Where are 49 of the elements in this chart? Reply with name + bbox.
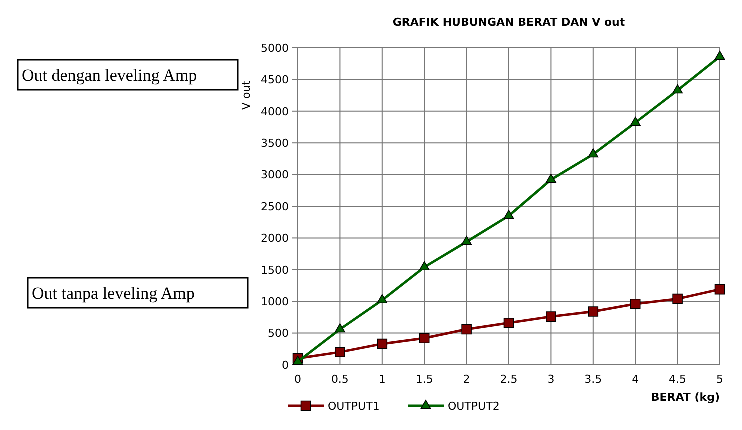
y-tick-label: 1500 [261,264,289,277]
x-tick-label: 5 [716,373,724,386]
point [419,261,430,271]
point [377,338,388,350]
point [672,84,684,94]
x-tick-label: 4 [632,373,640,386]
y-tick-label: 0 [282,358,289,372]
legend-label: OUTPUT2 [448,400,500,413]
y-tick-label: 500 [268,327,289,340]
x-tick-label: 2.5 [500,373,518,386]
y-tick-label: 1000 [261,295,289,308]
point [335,347,346,358]
x-tick-label: 3 [548,373,555,386]
point [672,294,683,304]
x-axis-title: BERAT (kg) [651,391,720,404]
x-tick-label: 4.5 [669,373,687,386]
point [504,318,514,328]
point [588,306,599,317]
y-tick-label: 3500 [261,136,289,150]
y-tick-label: 4500 [261,74,289,87]
legend-label: OUTPUT1 [328,400,380,413]
point [462,236,472,246]
point [588,148,599,158]
x-tick-label: 0 [294,373,302,386]
chart-title: GRAFIK HUBUNGAN BERAT DAN V out [392,16,626,29]
y-axis-title: V out [240,80,253,110]
text: Out dengan leveling Amp [22,66,198,85]
y-tick-label: 2500 [261,200,289,214]
point [714,50,726,60]
point [419,333,430,344]
x-tick-label: 3.5 [584,373,602,386]
x-tick-label: 1 [378,373,386,386]
x-tick-label: 0.5 [331,373,349,386]
point [546,174,556,184]
point [546,312,556,322]
point [504,210,514,220]
y-tick-label: 2000 [261,232,289,246]
x-tick-label: 1.5 [416,373,434,386]
point [377,294,388,304]
y-tick-label: 3000 [261,168,289,182]
y-tick-label: 4000 [261,105,289,118]
point [630,116,641,126]
point [334,324,346,333]
point [714,284,726,295]
text: Out tanpa leveling Amp [32,284,195,303]
y-tick-label: 5000 [261,42,289,55]
x-tick-label: 2 [463,373,470,386]
point [630,298,641,310]
point [462,324,472,335]
